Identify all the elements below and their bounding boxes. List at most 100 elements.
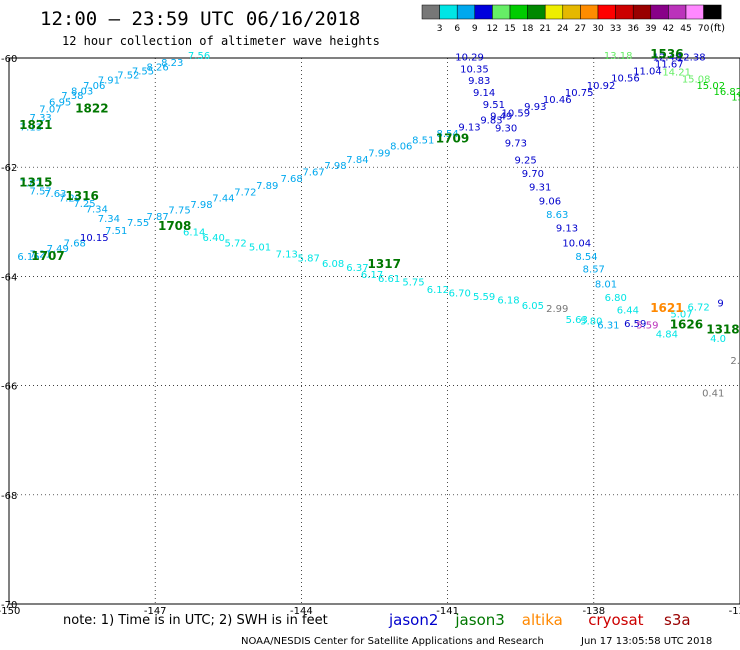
legend-swatch: [492, 4, 511, 20]
wave-height-label: 6.44: [617, 306, 639, 317]
wave-height-label: 6.14: [183, 227, 205, 238]
wave-height-label: 10.35: [460, 65, 489, 76]
wave-height-label: 7.07: [39, 105, 61, 116]
satellite-label: altika: [522, 611, 563, 629]
wave-height-label: 7.34: [86, 205, 108, 216]
satellite-legend: jason2 jason3 altika cryosat s3a: [388, 611, 691, 629]
wave-height-label: 7.06: [83, 81, 105, 92]
wave-height-label: 7.13: [20, 123, 42, 134]
wave-height-legend: 3 6 9 12 15 18 21 24 27 30 33 36 39 42 45 70: [421, 4, 722, 34]
wave-height-label: 12.48: [653, 53, 682, 64]
wave-height-label: 6.12: [427, 285, 449, 296]
footer-credit: NOAA/NESDIS Center for Satellite Applica…: [241, 636, 544, 647]
wave-height-label: 7.29: [59, 194, 81, 205]
legend-bin-label: 12: [487, 24, 498, 34]
wave-height-label: 7.84: [346, 155, 368, 166]
wave-height-label: 9: [717, 298, 723, 309]
wave-height-label: 7.55: [127, 218, 149, 229]
wave-height-label: 7.68: [64, 238, 86, 249]
wave-height-label: 7.49: [47, 244, 69, 255]
plot-area: 7.137.337.076.957.388.037.067.917.527.55…: [8, 47, 740, 605]
wave-height-label: 9.83: [468, 76, 490, 87]
legend-bin-label: 33: [610, 24, 621, 34]
wave-height-label: 9.13: [458, 123, 480, 134]
wave-height-label: 7.63: [44, 189, 66, 200]
wave-height-label: 9.83: [480, 116, 502, 127]
chart-title: 12:00 – 23:59 UTC 06/16/2018: [40, 8, 360, 30]
wave-height-label: 8.03: [71, 87, 93, 98]
wave-height-label: 7.56: [188, 51, 210, 62]
wave-height-label: 6.08: [322, 259, 344, 270]
wave-height-label: 10.92: [587, 81, 616, 92]
units-note: note: 1) Time is in UTC; 2) SWH is in fe…: [63, 613, 328, 628]
time-label: 1315: [19, 175, 52, 189]
legend-swatch: [685, 4, 704, 20]
wave-height-label: 8.51: [412, 136, 434, 147]
wave-height-label: 6.16: [17, 252, 39, 263]
legend-swatch: [509, 4, 528, 20]
y-tick-label: -60: [1, 54, 17, 65]
track-points: 7.137.337.076.957.388.037.067.917.527.55…: [17, 51, 740, 399]
wave-height-label: 7.67: [302, 167, 324, 178]
wave-height-label: 12.38: [677, 53, 706, 64]
wave-height-label: 9.93: [524, 102, 546, 113]
wave-height-label: 10.59: [502, 108, 531, 119]
wave-height-label: 7.38: [61, 91, 83, 102]
time-label: 1626: [670, 317, 703, 331]
wave-height-label: 7.33: [30, 113, 52, 124]
legend-bin-label: 6: [454, 24, 460, 34]
y-tick-labels: -60 -62 -64 -66 -68 -70: [1, 54, 17, 611]
wave-height-label: 7.34: [98, 214, 120, 225]
legend-bin-label: 27: [575, 24, 586, 34]
legend-swatch: [597, 4, 616, 20]
time-label: 1707: [31, 249, 64, 263]
wave-height-label: 7.44: [212, 194, 234, 205]
time-label: 1821: [19, 118, 52, 132]
wave-height-label: 9.14: [473, 88, 495, 99]
legend-bin-label: 36: [627, 24, 639, 34]
wave-height-label: 6.59: [624, 319, 646, 330]
wave-height-label: 6.37: [346, 263, 368, 274]
legend-bin-label: 42: [663, 24, 674, 34]
wave-height-label: 7.21: [30, 249, 52, 260]
wave-height-label: 2.: [730, 356, 740, 367]
wave-height-label: 16.82: [713, 87, 740, 98]
wave-height-label: 9.06: [539, 196, 561, 207]
wave-height-label: 5.63: [566, 315, 588, 326]
legend-bin-label: 21: [539, 24, 550, 34]
wave-height-label: 7.91: [98, 76, 120, 87]
legend-swatch: [439, 4, 458, 20]
wave-height-label: 9.13: [556, 224, 578, 235]
wave-height-label: 2.99: [546, 304, 568, 315]
wave-height-label: 7.72: [234, 188, 256, 199]
x-tick-label: -150: [0, 606, 20, 617]
time-label: 1316: [65, 189, 98, 203]
wave-height-label: 6.05: [522, 301, 544, 312]
wave-height-label: 9.25: [514, 155, 536, 166]
legend-bin-label: 18: [522, 24, 534, 34]
wave-height-label: 5.75: [402, 278, 424, 289]
wave-height-label: 6.80: [605, 293, 627, 304]
wave-height-label: 7.57: [30, 187, 52, 198]
wave-height-label: 0.41: [702, 389, 724, 400]
wave-height-label: 6.70: [449, 289, 471, 300]
footer-timestamp: Jun 17 13:05:58 UTC 2018: [580, 636, 712, 647]
wave-height-label: 10.75: [565, 88, 594, 99]
wave-height-label: 6.61: [378, 274, 400, 285]
wave-height-label: 15.08: [682, 75, 711, 86]
y-tick-label: -66: [1, 382, 17, 393]
wave-height-label: 7.55: [132, 66, 154, 77]
wave-height-label: 14.21: [662, 67, 691, 78]
legend-bin-label: 3: [437, 24, 443, 34]
wave-height-label: 8.63: [546, 210, 568, 221]
legend-swatch: [562, 4, 581, 20]
legend-bin-label: 39: [645, 24, 657, 34]
wave-height-label: 6.17: [361, 270, 383, 281]
legend-swatch: [456, 4, 476, 20]
wave-height-label: 9.30: [495, 124, 517, 135]
wave-height-label: 7.82: [20, 178, 42, 189]
wave-height-label: 6.40: [203, 233, 225, 244]
wave-height-label: 13.18: [604, 51, 633, 62]
wave-height-label: 6.31: [597, 320, 619, 331]
